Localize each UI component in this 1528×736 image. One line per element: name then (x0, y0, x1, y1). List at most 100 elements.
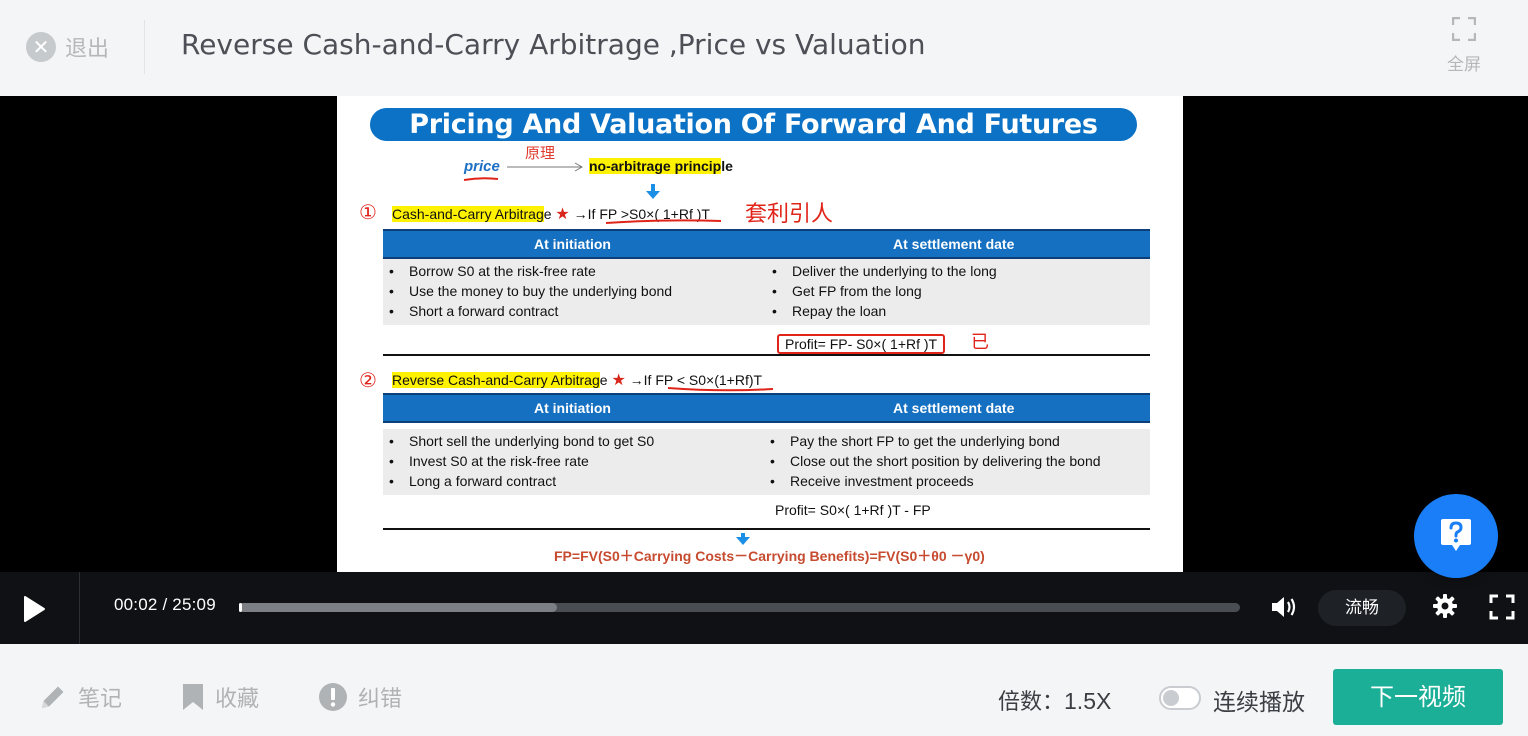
section1-title: Cash-and-Carry Arbitrage ★ →If FP >S0×( … (392, 204, 710, 224)
speed-prefix: 倍数： (998, 690, 1065, 715)
video-player[interactable]: Pricing And Valuation Of Forward And Fut… (0, 96, 1528, 644)
section2-table-body: Short sell the underlying bond to get S0… (383, 429, 1150, 495)
nap-tail: le (721, 158, 733, 174)
fullscreen-button[interactable]: 全屏 (1440, 17, 1488, 75)
list-item: Receive investment proceeds (764, 471, 1101, 491)
blue-arrow-stem-1 (651, 184, 655, 191)
section2-table-header: At initiation At settlement date (383, 393, 1150, 423)
settings-button[interactable] (1432, 593, 1458, 623)
playback-speed[interactable]: 倍数：1.5X (998, 684, 1111, 716)
section1-condition: →If FP >S0×( 1+Rf )T (573, 206, 710, 222)
report-label: 纠错 (358, 687, 403, 712)
controls-divider (79, 572, 80, 644)
section2-profit: Profit= S0×( 1+Rf )T - FP (775, 502, 931, 518)
section1-handnote: 套利引人 (745, 202, 834, 227)
price-arrow (507, 162, 584, 172)
section1-col-left: At initiation (534, 236, 611, 252)
volume-button[interactable] (1270, 594, 1298, 624)
star-icon: ★ (555, 206, 570, 223)
section2-col-left: At initiation (534, 400, 611, 416)
blue-arrow-1 (646, 191, 660, 199)
section2-marker: ② (359, 368, 377, 392)
speed-value: 1.5X (1064, 688, 1112, 714)
section1-right-list: Deliver the underlying to the long Get F… (766, 261, 997, 321)
list-item: Borrow S0 at the risk-free rate (383, 261, 672, 281)
section1-table-header: At initiation At settlement date (383, 229, 1150, 259)
expand-icon (1489, 594, 1515, 620)
section1-profit-note: 已 (971, 332, 989, 353)
bottom-toolbar: 笔记 收藏 纠错 倍数：1.5X 连续播放 下一视频 (0, 644, 1528, 736)
quality-selector[interactable]: 流畅 (1318, 590, 1406, 626)
section1-table-body: Borrow S0 at the risk-free rate Use the … (383, 259, 1150, 325)
section1-condition-underline (605, 219, 722, 224)
price-underline (463, 177, 499, 181)
exclamation-icon (319, 683, 347, 711)
section1-col-right: At settlement date (893, 236, 1015, 252)
list-item: Short a forward contract (383, 301, 672, 321)
fullscreen-label: 全屏 (1447, 55, 1481, 75)
section2-title-tail: e (599, 372, 608, 388)
toggle-knob (1163, 690, 1179, 706)
pencil-icon (42, 686, 64, 708)
list-item: Deliver the underlying to the long (766, 261, 997, 281)
nap-highlight: no-arbitrage princip (589, 158, 722, 174)
list-item: Repay the loan (766, 301, 997, 321)
yuanli-note: 原理 (525, 144, 556, 162)
player-controls: 00:02 / 25:09 流畅 (0, 572, 1528, 644)
play-icon (24, 596, 45, 622)
exit-label: 退出 (65, 37, 110, 62)
section2-col-right: At settlement date (893, 400, 1015, 416)
list-item: Use the money to buy the underlying bond (383, 281, 672, 301)
price-word: price (464, 158, 500, 175)
exit-button[interactable]: ✕ 退出 (26, 31, 109, 63)
section2-right-list: Pay the short FP to get the underlying b… (764, 431, 1101, 491)
section1-title-highlight: Cash-and-Carry Arbitrag (392, 206, 544, 222)
section2-condition: →If FP < S0×(1+Rf)T (629, 372, 763, 388)
video-frame-slide: Pricing And Valuation Of Forward And Fut… (337, 96, 1183, 572)
section2-title-highlight: Reverse Cash-and-Carry Arbitrag (392, 372, 600, 388)
player-fullscreen-button[interactable] (1489, 594, 1515, 624)
list-item: Short sell the underlying bond to get S0 (383, 431, 654, 451)
section2-left-list: Short sell the underlying bond to get S0… (383, 431, 654, 491)
list-item: Long a forward contract (383, 471, 654, 491)
blue-arrow-stem-2 (741, 533, 745, 537)
progress-bar[interactable] (239, 603, 1240, 612)
section1-profit: Profit= FP- S0×( 1+Rf )T (777, 334, 946, 354)
blue-arrow-2 (736, 537, 750, 545)
section1-divider (383, 354, 1150, 356)
top-bar: ✕ 退出 Reverse Cash-and-Carry Arbitrage ,P… (0, 0, 1528, 96)
question-icon (1441, 519, 1471, 551)
help-button[interactable] (1414, 494, 1498, 578)
section1-title-tail: e (543, 206, 552, 222)
volume-icon (1272, 597, 1296, 617)
bookmark-icon (183, 684, 203, 710)
list-item: Invest S0 at the risk-free rate (383, 451, 654, 471)
progress-buffered (239, 603, 558, 612)
section2-divider (383, 528, 1150, 530)
report-error-button[interactable]: 纠错 (318, 682, 402, 712)
star-icon: ★ (611, 372, 626, 389)
list-item: Get FP from the long (766, 281, 997, 301)
list-item: Pay the short FP to get the underlying b… (764, 431, 1101, 451)
video-title: Reverse Cash-and-Carry Arbitrage ,Price … (181, 28, 926, 61)
list-item: Close out the short position by deliveri… (764, 451, 1101, 471)
play-button[interactable] (18, 594, 48, 624)
expand-icon (1452, 17, 1476, 41)
section1-marker: ① (359, 200, 377, 224)
notes-label: 笔记 (78, 687, 123, 712)
next-video-button[interactable]: 下一视频 (1333, 669, 1503, 725)
autoplay-toggle[interactable] (1159, 686, 1201, 710)
section2-condition-underline (667, 387, 774, 392)
gear-icon (1433, 594, 1457, 618)
autoplay-label: 连续播放 (1213, 690, 1305, 716)
time-display: 00:02 / 25:09 (114, 595, 216, 614)
section2-title: Reverse Cash-and-Carry Arbitrage ★ →If F… (392, 370, 762, 390)
fp-formula: FP=FV(S0＋Carrying Costs－Carrying Benefit… (554, 548, 985, 564)
notes-button[interactable]: 笔记 (38, 682, 122, 712)
close-circle-icon: ✕ (26, 32, 56, 62)
slide-banner: Pricing And Valuation Of Forward And Fut… (370, 108, 1137, 141)
favorite-label: 收藏 (215, 687, 260, 712)
section1-left-list: Borrow S0 at the risk-free rate Use the … (383, 261, 672, 321)
favorite-button[interactable]: 收藏 (181, 682, 259, 712)
no-arbitrage-principle: no-arbitrage principle (589, 158, 733, 174)
